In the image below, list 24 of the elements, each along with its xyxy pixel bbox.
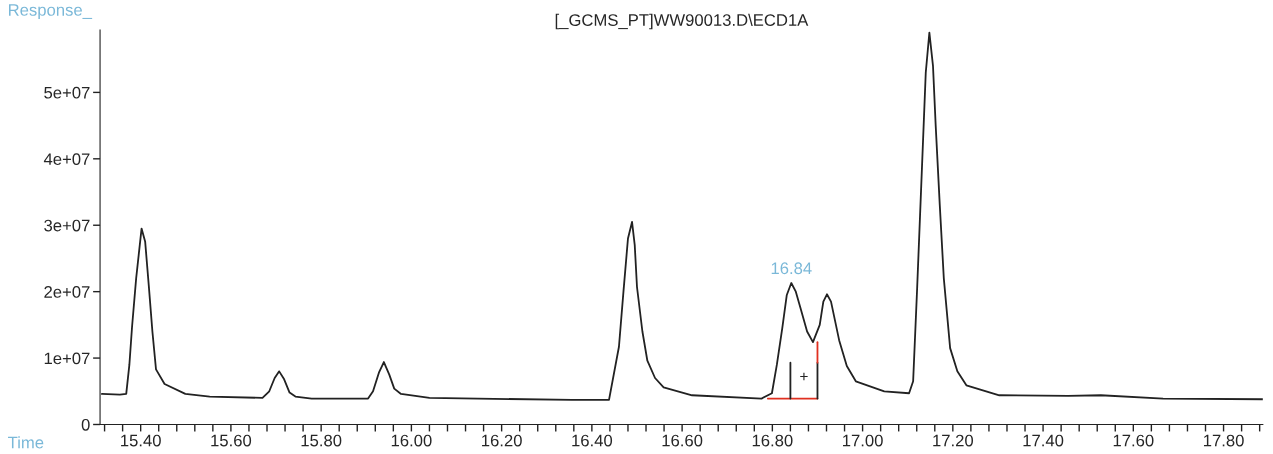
y-tick-label: 0 xyxy=(81,418,90,431)
annotation: + xyxy=(800,372,808,381)
x-tick-label: 17.20 xyxy=(933,434,974,447)
annotation: 16.84 xyxy=(771,262,812,275)
y-tick-label: 4e+07 xyxy=(43,153,90,166)
x-tick-label: 16.20 xyxy=(482,434,522,447)
x-tick-label: 17.40 xyxy=(1023,434,1064,447)
x-tick-label: 15.60 xyxy=(211,434,252,447)
x-tick-label: 17.60 xyxy=(1113,434,1154,447)
y-tick-label: 2e+07 xyxy=(44,286,90,298)
x-tick-label: 16.80 xyxy=(752,434,793,447)
y-tick-label: 5e+07 xyxy=(44,86,90,99)
y-tick-label: 3e+07 xyxy=(44,219,90,232)
y-tick-label: 1e+07 xyxy=(44,352,90,365)
x-tick-label: 16.00 xyxy=(391,434,432,447)
x-tick-label: 15.80 xyxy=(301,434,342,447)
x-tick-label: 15.40 xyxy=(121,434,161,447)
x-axis-title: Time xyxy=(8,436,44,449)
x-tick-label: 17.00 xyxy=(843,434,883,447)
y-axis-title: Response_ xyxy=(9,4,93,20)
x-tick-label: 17.80 xyxy=(1203,434,1244,447)
x-tick-label: 16.60 xyxy=(662,434,703,447)
x-tick-label: 16.40 xyxy=(572,434,613,447)
chart-title: [_GCMS_PT]WW90013.D\ECD1A xyxy=(555,13,809,30)
